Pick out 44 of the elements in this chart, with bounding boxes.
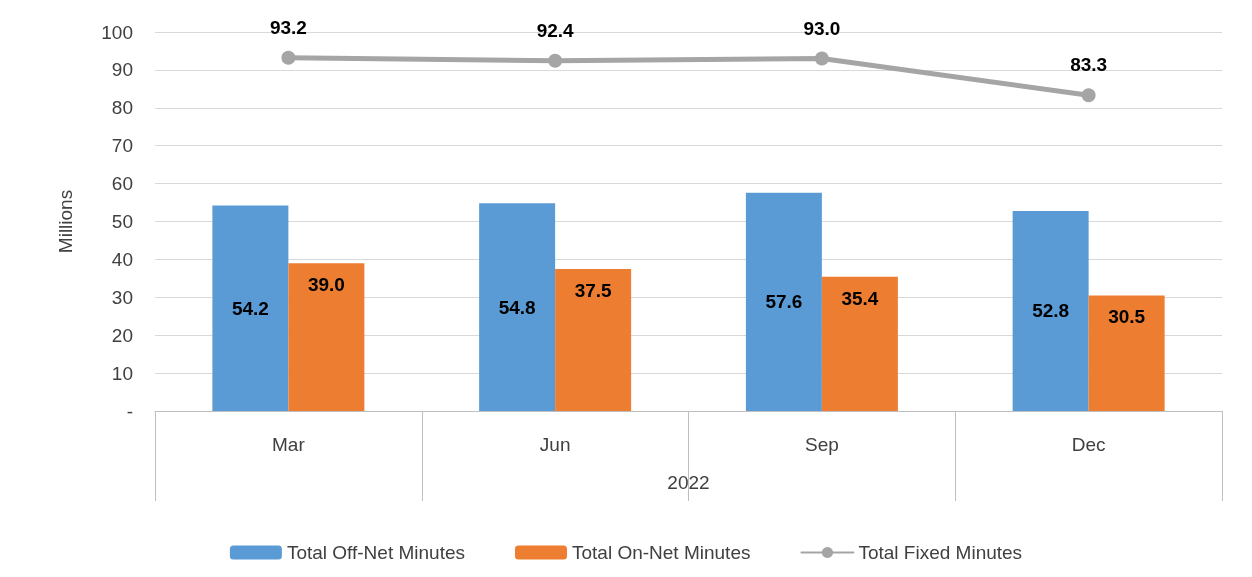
- y-tick-label: 80: [111, 97, 133, 119]
- data-label: 39.0: [307, 274, 345, 296]
- y-tick-label: 90: [111, 59, 133, 81]
- bar: [555, 268, 632, 411]
- legend-label: Total Off-Net Minutes: [286, 542, 465, 563]
- data-label: 37.5: [574, 279, 613, 301]
- legend-label: Total On-Net Minutes: [571, 542, 751, 563]
- data-label: 54.8: [498, 296, 536, 318]
- data-label: 52.8: [1032, 300, 1070, 322]
- data-label: 54.2: [231, 297, 269, 319]
- y-tick-label: 60: [111, 173, 133, 195]
- bar: [1012, 210, 1089, 411]
- data-label: 93.0: [803, 17, 841, 39]
- y-tick-label: 70: [111, 135, 133, 157]
- bar: [1088, 295, 1165, 411]
- point: [1081, 88, 1096, 103]
- data-label: 92.4: [536, 19, 575, 41]
- y-tick-label: 50: [111, 211, 133, 232]
- y-tick-label: 10: [111, 362, 133, 384]
- bar: [745, 192, 822, 411]
- data-label: 30.5: [1108, 306, 1146, 328]
- x-tick-label: Jun: [539, 434, 571, 455]
- data-label: 83.3: [1070, 54, 1108, 76]
- x-tick-label: Mar: [272, 434, 306, 455]
- point: [281, 50, 296, 65]
- y-tick-label: 30: [111, 286, 133, 308]
- point: [814, 51, 829, 66]
- bar: [821, 276, 898, 411]
- bar: [479, 203, 556, 411]
- y-tick-label: 40: [111, 248, 133, 270]
- point: [548, 53, 563, 68]
- y-axis-title: Millions: [55, 189, 76, 254]
- x-tick-label: Dec: [1071, 434, 1106, 455]
- data-label: 35.4: [841, 287, 879, 309]
- bar: [288, 263, 365, 411]
- y-tick-label: 20: [111, 324, 133, 346]
- x-axis-title: 2022: [667, 472, 710, 493]
- legend-label: Total Fixed Minutes: [858, 542, 1023, 563]
- x-tick-label: Sep: [804, 434, 839, 455]
- y-tick-label: 100: [101, 21, 133, 43]
- data-label: 93.2: [269, 16, 307, 38]
- data-label: 57.6: [765, 291, 803, 313]
- y-tick-label: -: [126, 400, 133, 422]
- bar: [212, 205, 289, 411]
